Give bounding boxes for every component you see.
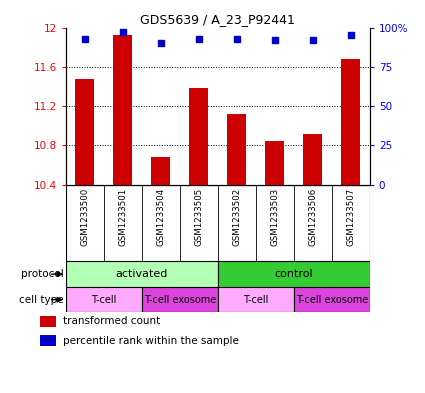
- Text: percentile rank within the sample: percentile rank within the sample: [63, 336, 239, 346]
- Text: GSM1233500: GSM1233500: [80, 188, 89, 246]
- Bar: [265, 141, 284, 185]
- Text: GSM1233506: GSM1233506: [308, 188, 317, 246]
- Bar: [113, 35, 132, 185]
- Bar: [341, 59, 360, 185]
- Text: activated: activated: [116, 269, 168, 279]
- Text: cell type: cell type: [19, 295, 64, 305]
- Bar: [40, 335, 56, 347]
- Bar: [66, 287, 142, 312]
- Bar: [40, 316, 56, 327]
- Text: GSM1233504: GSM1233504: [156, 188, 165, 246]
- Bar: [218, 261, 370, 287]
- Text: T-cell exosome: T-cell exosome: [296, 295, 368, 305]
- Text: transformed count: transformed count: [63, 316, 161, 326]
- Bar: [75, 79, 94, 185]
- Bar: [303, 134, 322, 185]
- Bar: [227, 114, 246, 185]
- Text: T-cell: T-cell: [243, 295, 269, 305]
- Bar: [142, 287, 218, 312]
- Text: T-cell exosome: T-cell exosome: [144, 295, 216, 305]
- Bar: [66, 261, 218, 287]
- Text: GSM1233503: GSM1233503: [270, 188, 279, 246]
- Text: GSM1233501: GSM1233501: [118, 188, 127, 246]
- Text: protocol: protocol: [21, 269, 64, 279]
- Text: control: control: [275, 269, 313, 279]
- Title: GDS5639 / A_23_P92441: GDS5639 / A_23_P92441: [140, 13, 295, 26]
- Bar: [294, 287, 370, 312]
- Text: GSM1233502: GSM1233502: [232, 188, 241, 246]
- Text: GSM1233507: GSM1233507: [346, 188, 355, 246]
- Bar: [218, 287, 294, 312]
- Text: GSM1233505: GSM1233505: [194, 188, 203, 246]
- Bar: [189, 88, 208, 185]
- Bar: [151, 157, 170, 185]
- Text: T-cell: T-cell: [91, 295, 116, 305]
